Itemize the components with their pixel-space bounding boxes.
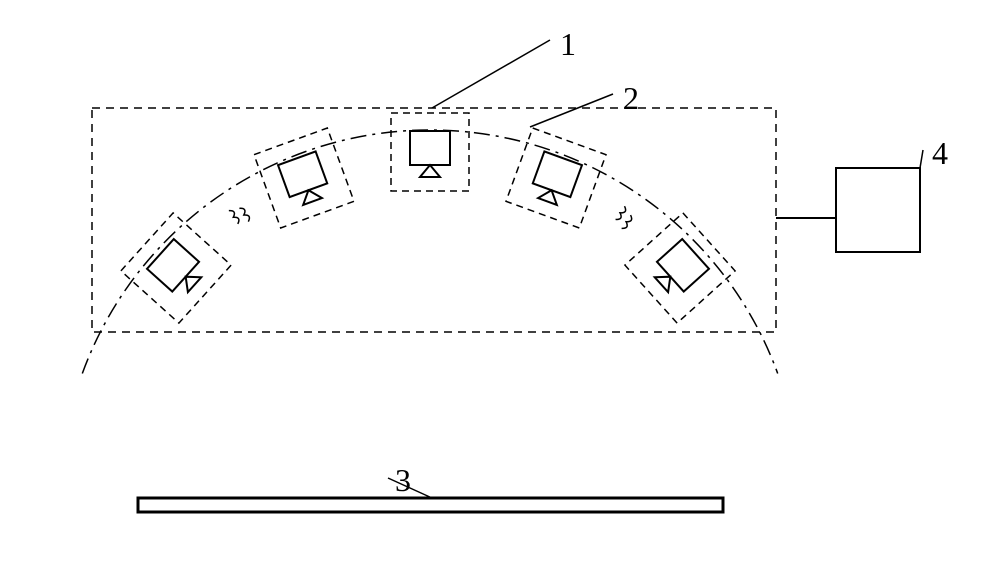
camera-body-icon [147,239,199,291]
ellipsis-mark-2 [613,206,635,230]
camera-body-icon [410,131,450,165]
label-4: 4 [932,135,948,172]
leader-line-4 [920,150,923,168]
cam1 [121,213,231,323]
leader-line-1 [432,40,550,108]
leader-line-2 [530,94,613,127]
camera-box-icon [254,128,354,228]
camera-body-icon [533,151,582,197]
cam4 [506,128,606,228]
label-3: 3 [395,462,411,499]
cam3 [391,113,469,191]
camera-box-icon [121,213,231,323]
squiggle-icon [622,215,634,230]
camera-body-icon [657,239,709,291]
ellipsis-mark-1 [229,203,251,227]
camera-body-icon [278,151,327,197]
camera-stand-icon [420,165,440,177]
camera-box-icon [506,128,606,228]
container-box [92,108,776,332]
platform [138,498,723,512]
label-1: 1 [560,26,576,63]
squiggle-icon [616,206,628,221]
external-box [836,168,920,252]
camera-box-icon [391,113,469,191]
squiggle-icon [229,209,241,224]
squiggle-icon [239,206,251,221]
label-2: 2 [623,80,639,117]
cam2 [254,128,354,228]
